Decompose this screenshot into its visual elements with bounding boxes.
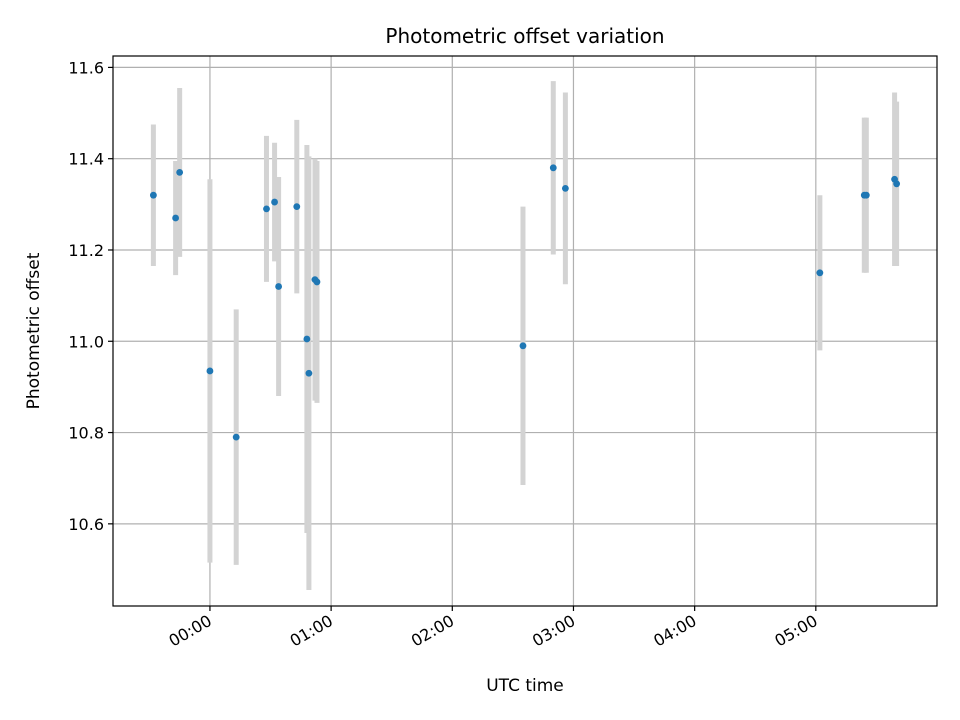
- data-point: [519, 342, 527, 350]
- data-point: [263, 205, 270, 213]
- data-points: [149, 164, 901, 441]
- data-point: [305, 369, 313, 377]
- data-point: [275, 283, 283, 290]
- y-tick-label: 11.4: [68, 150, 104, 169]
- chart-title: Photometric offset variation: [385, 24, 664, 48]
- data-point: [816, 269, 824, 277]
- data-point: [149, 191, 157, 199]
- y-tick-label: 10.8: [68, 424, 104, 443]
- y-tick-label: 11.2: [68, 241, 104, 260]
- y-tick-label: 11.6: [68, 58, 104, 77]
- data-point: [549, 164, 557, 172]
- y-axis-title: Photometric offset: [24, 252, 44, 409]
- data-point: [172, 214, 180, 222]
- data-point: [303, 335, 311, 343]
- x-axis-title: UTC time: [486, 676, 564, 696]
- plot-frame: [112, 55, 938, 607]
- data-point: [271, 198, 278, 206]
- data-point: [293, 203, 301, 211]
- y-tick-label: 10.6: [68, 515, 104, 534]
- data-point: [206, 367, 214, 375]
- data-point: [176, 168, 184, 176]
- data-point: [893, 180, 901, 188]
- data-point: [862, 191, 870, 199]
- data-point: [232, 433, 240, 441]
- y-tick-label: 11.0: [68, 332, 104, 351]
- data-point: [561, 184, 569, 192]
- y-axis: 10.6 10.8 11.0 11.2 11.4 11.6: [68, 58, 113, 534]
- data-point: [313, 278, 321, 286]
